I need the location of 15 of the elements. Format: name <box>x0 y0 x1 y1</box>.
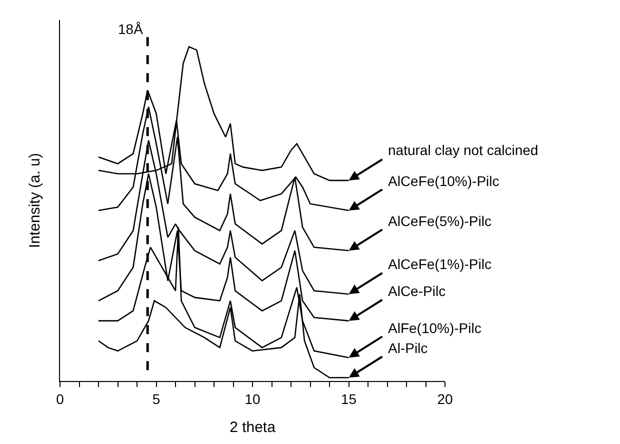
x-tick-label: 5 <box>152 390 160 407</box>
x-tick-label: 15 <box>340 390 357 407</box>
y-axis-title: Intensity (a. u) <box>26 152 44 248</box>
x-tick-label: 0 <box>56 390 64 407</box>
annotation: AlCeFe(10%)-Pilc <box>388 173 500 189</box>
ref-line-label: 18Å <box>118 21 144 37</box>
annotation: AlCe-Pilc <box>388 283 446 299</box>
annotation: AlCeFe(1%)-Pilc <box>388 256 492 272</box>
x-tick-label: 20 <box>437 390 453 407</box>
annotation: AlCeFe(5%)-Pilc <box>388 213 492 229</box>
annotation: natural clay not calcined <box>388 142 538 158</box>
annotation: Al-Pilc <box>388 340 428 356</box>
annotation: AlFe(10%)-Pilc <box>388 320 482 336</box>
x-tick-label: 10 <box>244 390 260 407</box>
x-axis-title: 2 theta <box>230 418 276 436</box>
